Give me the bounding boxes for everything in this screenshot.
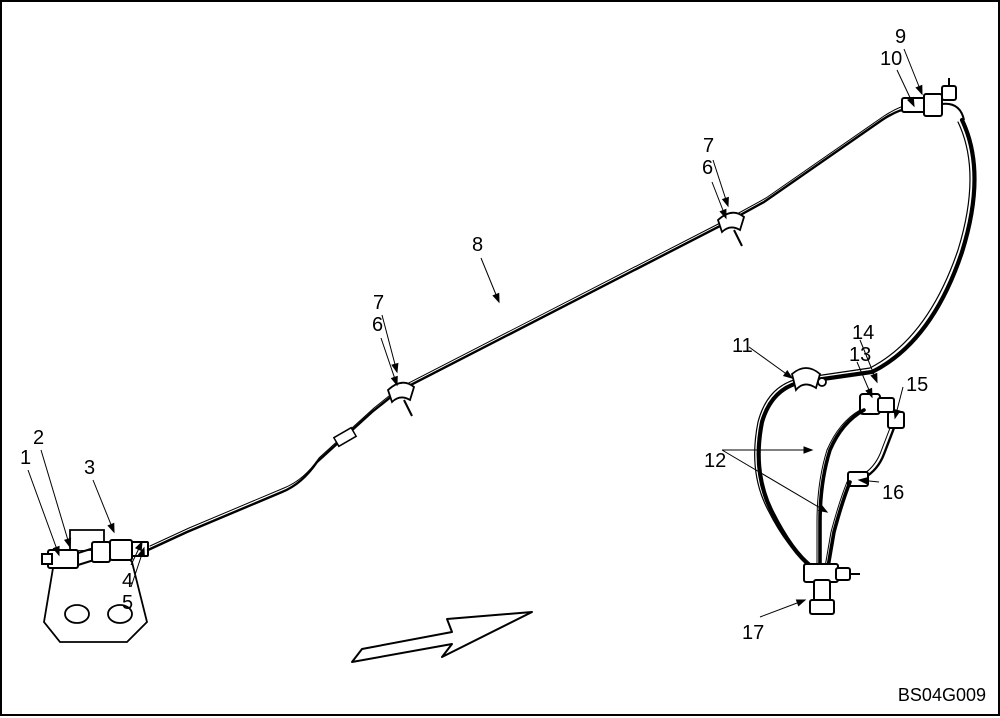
callout-2: 2 — [33, 427, 44, 450]
elbow-assembly — [848, 394, 904, 486]
callout-15: 15 — [906, 374, 928, 397]
branch-hose-a — [817, 410, 864, 567]
callout-7: 7 — [703, 135, 714, 158]
callout-6: 6 — [702, 157, 713, 180]
hose-clamp — [792, 368, 826, 390]
callout-5: 5 — [122, 592, 133, 615]
callout-9: 9 — [895, 26, 906, 49]
direction-arrow — [352, 612, 532, 662]
tee-fitting — [804, 564, 860, 614]
drawing-id: BS04G009 — [898, 685, 986, 706]
callout-1: 1 — [20, 447, 31, 470]
callout-13: 13 — [849, 344, 871, 367]
tube-clamp-1 — [388, 383, 414, 416]
callout-3: 3 — [84, 457, 95, 480]
callout-12: 12 — [704, 450, 726, 473]
diagram-frame: 123456786791011121314151617 BS04G009 — [0, 0, 1000, 716]
callout-6: 6 — [372, 314, 383, 337]
callout-10: 10 — [880, 48, 902, 71]
callout-17: 17 — [742, 622, 764, 645]
branch-hose-b — [825, 482, 850, 567]
tube-clamp-2 — [718, 213, 744, 246]
callout-16: 16 — [882, 482, 904, 505]
callout-11: 11 — [732, 335, 753, 358]
callout-14: 14 — [852, 322, 874, 345]
callout-4: 4 — [122, 570, 133, 593]
callout-leaders — [28, 49, 922, 617]
rigid-tube — [148, 104, 910, 550]
callout-7: 7 — [373, 292, 384, 315]
callout-8: 8 — [472, 234, 483, 257]
